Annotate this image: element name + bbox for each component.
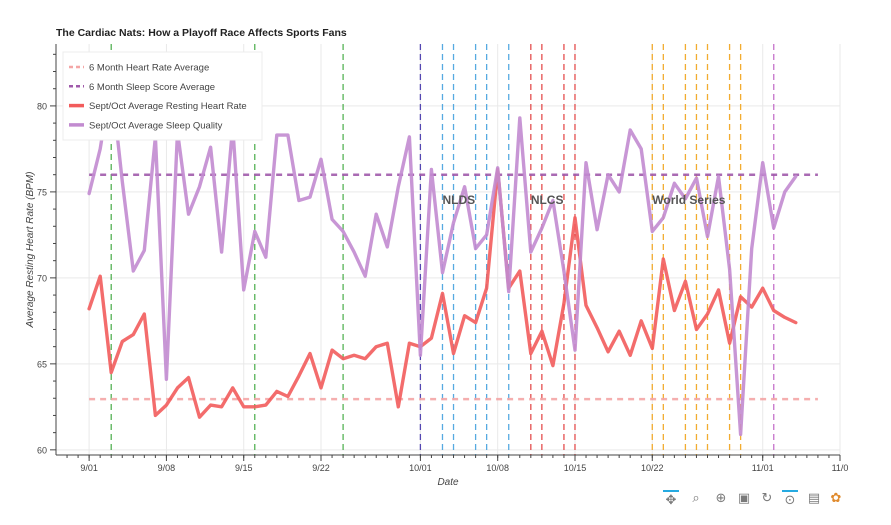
series-2-line xyxy=(87,167,798,419)
y-tick-label: 80 xyxy=(37,101,47,111)
legend-box xyxy=(62,51,263,141)
x-tick-label: 10/08 xyxy=(486,463,509,473)
y-tick-label: 70 xyxy=(37,273,47,283)
help-icon[interactable]: ▤ xyxy=(807,490,821,505)
legend-label: Sept/Oct Average Sleep Quality xyxy=(89,120,223,131)
series-3-line xyxy=(87,78,798,437)
wheel-zoom-icon[interactable]: ⊕ xyxy=(715,490,727,505)
x-tick-label: 10/22 xyxy=(641,463,664,473)
legend-label: 6 Month Heart Rate Average xyxy=(89,63,209,74)
x-tick-label: 11/01 xyxy=(752,463,774,473)
annotation-label: NLCS xyxy=(531,193,564,207)
vline-group-world-series xyxy=(651,44,742,455)
x-tick-label: 9/15 xyxy=(235,463,253,473)
y-tick-label: 75 xyxy=(37,187,47,197)
box-zoom-icon[interactable]: ⌕ xyxy=(692,490,700,505)
x-tick-label: 9/01 xyxy=(80,463,98,473)
x-axis-label: Date xyxy=(437,477,459,488)
x-tick-label: 11/0 xyxy=(832,463,849,473)
legend-label: Sept/Oct Average Resting Heart Rate xyxy=(89,101,247,112)
pan-tool-icon[interactable]: ✥ xyxy=(663,490,679,508)
annotation-label: NLDS xyxy=(442,193,475,207)
y-axis-label: Average Resting Heart Rate (BPM) xyxy=(25,172,36,329)
legend: 6 Month Heart Rate Average 6 Month Sleep … xyxy=(62,51,263,141)
legend-label: 6 Month Sleep Score Average xyxy=(89,82,215,93)
annotation-label: World Series xyxy=(652,193,725,207)
y-tick-label: 60 xyxy=(37,445,47,455)
x-tick-label: 10/15 xyxy=(564,463,587,473)
chart-title: The Cardiac Nats: How a Playoff Race Aff… xyxy=(56,27,347,39)
x-tick-label: 9/08 xyxy=(158,463,176,473)
y-tick-label: 65 xyxy=(37,359,47,369)
hover-icon[interactable]: ⊙ xyxy=(782,490,798,508)
reset-icon[interactable]: ↻ xyxy=(761,490,773,505)
vline-group-regular-season xyxy=(110,44,344,455)
x-tick-label: 10/01 xyxy=(409,463,432,473)
bokeh-logo-icon[interactable]: ✿ xyxy=(830,490,842,505)
x-tick-label: 9/22 xyxy=(312,463,330,473)
save-icon[interactable]: ▣ xyxy=(737,490,751,505)
